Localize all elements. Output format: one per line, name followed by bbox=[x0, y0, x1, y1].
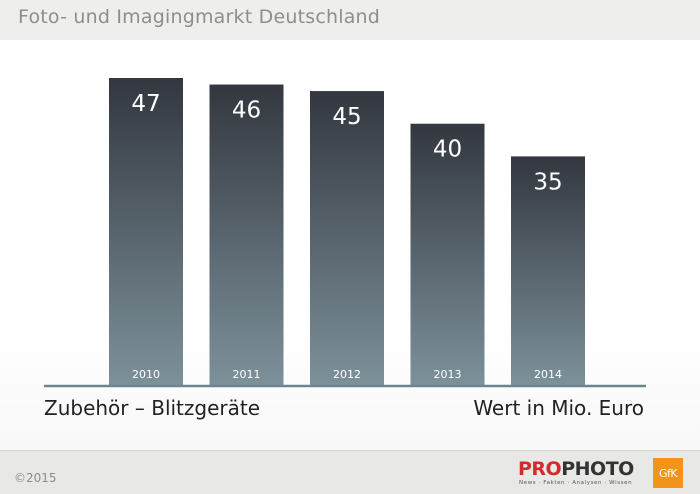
bar-2010 bbox=[109, 78, 183, 385]
x-tick-label: 2014 bbox=[534, 368, 562, 381]
header-bar: Foto- und Imagingmarkt Deutschland bbox=[0, 0, 700, 40]
bar-2013 bbox=[410, 123, 485, 386]
gfk-logo: GfK bbox=[653, 458, 683, 488]
x-tick-label: 2012 bbox=[333, 368, 361, 381]
x-tick-label: 2013 bbox=[434, 368, 462, 381]
page-title: Foto- und Imagingmarkt Deutschland bbox=[18, 6, 381, 28]
copyright-text: ©2015 bbox=[14, 471, 57, 485]
bar-value-label: 45 bbox=[332, 104, 361, 130]
x-tick-label: 2010 bbox=[132, 368, 160, 381]
y-axis-label: Wert in Mio. Euro bbox=[473, 396, 644, 420]
chart-panel: 47 2010 46 2011 45 2012 40 2013 35 2014 Zubehör –… bbox=[0, 40, 700, 450]
brand-photo-text: PHOTO bbox=[561, 458, 634, 480]
brand-tagline: News · Fakten · Analysen · Wissen bbox=[519, 480, 633, 486]
bars-group: 47 2010 46 2011 45 2012 40 2013 35 2014 bbox=[109, 78, 585, 386]
x-axis-label: Zubehör – Blitzgeräte bbox=[44, 396, 260, 420]
bar-value-label: 35 bbox=[533, 169, 562, 195]
bar-2011 bbox=[209, 84, 284, 385]
bar-2014 bbox=[511, 156, 585, 385]
brand-name: PROPHOTO bbox=[518, 458, 634, 480]
bar-value-label: 47 bbox=[131, 91, 160, 117]
bar-value-label: 46 bbox=[232, 98, 261, 124]
footer-bar: ©2015 PROPHOTO News · Fakten · Analysen … bbox=[0, 450, 700, 494]
bar-value-label: 40 bbox=[433, 137, 462, 163]
x-tick-label: 2011 bbox=[233, 368, 261, 381]
prophoto-logo: PROPHOTO News · Fakten · Analysen · Wiss… bbox=[518, 458, 638, 488]
brand-pro-text: PRO bbox=[518, 458, 562, 480]
bar-chart: 47 2010 46 2011 45 2012 40 2013 35 2014 Zubehör –… bbox=[44, 78, 646, 420]
bar-2012 bbox=[310, 91, 384, 385]
